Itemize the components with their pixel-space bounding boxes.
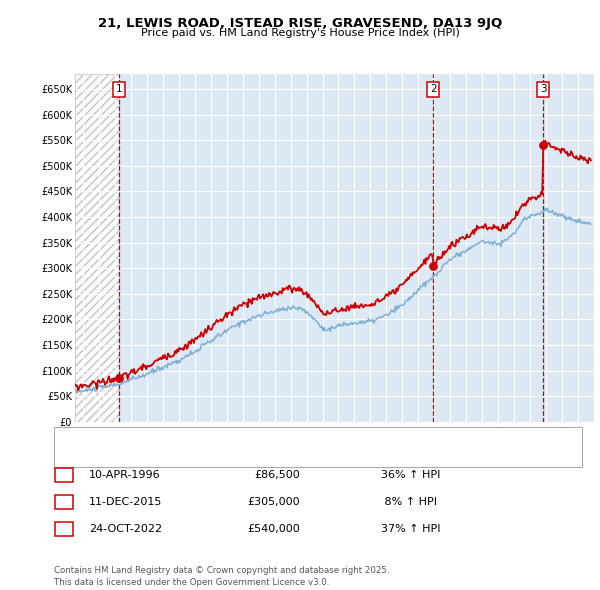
Text: 36% ↑ HPI: 36% ↑ HPI xyxy=(381,470,440,480)
Text: 3: 3 xyxy=(540,84,547,94)
Text: 3: 3 xyxy=(61,525,68,534)
Point xyxy=(538,140,548,150)
Text: £305,000: £305,000 xyxy=(247,497,300,507)
Bar xyxy=(75,74,119,422)
Text: 21, LEWIS ROAD, ISTEAD RISE, GRAVESEND, DA13 9JQ: 21, LEWIS ROAD, ISTEAD RISE, GRAVESEND, … xyxy=(98,17,502,30)
Text: HPI: Average price, semi-detached house, Gravesham: HPI: Average price, semi-detached house,… xyxy=(99,451,363,461)
Text: 1: 1 xyxy=(61,470,68,480)
Text: £540,000: £540,000 xyxy=(247,525,300,534)
Point xyxy=(115,373,124,382)
Text: 10-APR-1996: 10-APR-1996 xyxy=(89,470,160,480)
Text: 2: 2 xyxy=(430,84,437,94)
Text: Price paid vs. HM Land Registry's House Price Index (HPI): Price paid vs. HM Land Registry's House … xyxy=(140,28,460,38)
Text: 11-DEC-2015: 11-DEC-2015 xyxy=(89,497,162,507)
Text: Contains HM Land Registry data © Crown copyright and database right 2025.
This d: Contains HM Land Registry data © Crown c… xyxy=(54,566,389,587)
Text: 2: 2 xyxy=(61,497,68,507)
Text: 24-OCT-2022: 24-OCT-2022 xyxy=(89,525,162,534)
Text: 37% ↑ HPI: 37% ↑ HPI xyxy=(381,525,440,534)
Text: £86,500: £86,500 xyxy=(254,470,300,480)
Point xyxy=(428,261,438,270)
Text: 21, LEWIS ROAD, ISTEAD RISE, GRAVESEND, DA13 9JQ (semi-detached house): 21, LEWIS ROAD, ISTEAD RISE, GRAVESEND, … xyxy=(99,433,481,443)
Text: 8% ↑ HPI: 8% ↑ HPI xyxy=(381,497,437,507)
Text: 1: 1 xyxy=(116,84,122,94)
